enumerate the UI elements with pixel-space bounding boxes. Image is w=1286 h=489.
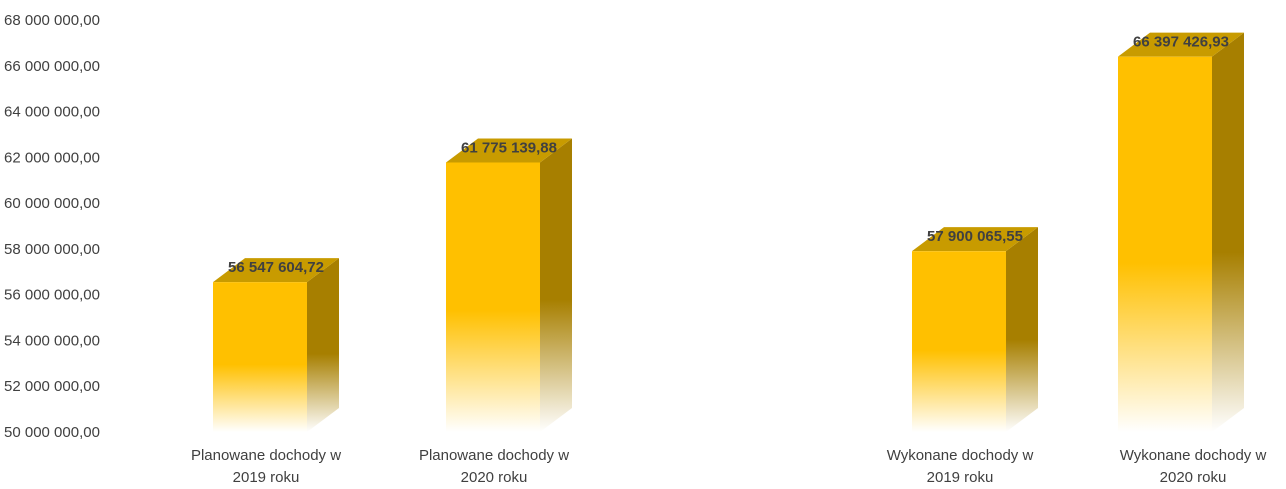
x-category-label: Planowane dochody w <box>419 447 569 464</box>
y-tick-label: 58 000 000,00 <box>4 241 100 258</box>
x-category-label: 2020 roku <box>461 469 528 486</box>
bar-top-face <box>1118 32 1244 57</box>
bar-side-face <box>1212 32 1244 432</box>
data-label: 56 547 604,72 <box>228 259 324 276</box>
bar-top-face <box>912 227 1038 252</box>
bar-front-face <box>446 162 540 432</box>
x-category-label: 2020 roku <box>1160 469 1227 486</box>
bar-top-face <box>213 258 339 283</box>
x-category-label: 2019 roku <box>927 469 994 486</box>
bar-side-face <box>307 258 339 432</box>
y-tick-label: 68 000 000,00 <box>4 12 100 29</box>
y-tick-label: 62 000 000,00 <box>4 149 100 166</box>
x-category-label: Wykonane dochody w <box>887 447 1034 464</box>
x-category-label: Planowane dochody w <box>191 447 341 464</box>
bar <box>446 138 572 432</box>
y-axis: 50 000 000,00 52 000 000,00 54 000 000,00 5… <box>4 12 100 441</box>
bar <box>1118 32 1244 432</box>
bar-front-face <box>912 251 1006 432</box>
y-tick-label: 60 000 000,00 <box>4 195 100 212</box>
x-axis: Planowane dochody w 2019 roku Planowane do… <box>191 447 1267 486</box>
bar-front-face <box>1118 56 1212 432</box>
data-label: 61 775 139,88 <box>461 139 557 156</box>
x-category-label: Wykonane dochody w <box>1120 447 1267 464</box>
y-tick-label: 64 000 000,00 <box>4 104 100 121</box>
data-label: 57 900 065,55 <box>927 228 1023 245</box>
y-tick-label: 50 000 000,00 <box>4 424 100 441</box>
bar-top-face <box>446 138 572 163</box>
x-category-label: 2019 roku <box>233 469 300 486</box>
y-tick-label: 54 000 000,00 <box>4 332 100 349</box>
y-tick-label: 56 000 000,00 <box>4 287 100 304</box>
bar-front-face <box>213 282 307 432</box>
y-tick-label: 66 000 000,00 <box>4 58 100 75</box>
bar-side-face <box>540 138 572 432</box>
bar <box>912 227 1038 432</box>
bar <box>213 258 339 432</box>
data-label: 66 397 426,93 <box>1133 34 1229 51</box>
bars-group <box>213 32 1244 432</box>
data-labels: 56 547 604,72 61 775 139,88 57 900 065,55 6… <box>228 34 1229 276</box>
bar-side-face <box>1006 227 1038 432</box>
y-tick-label: 52 000 000,00 <box>4 378 100 395</box>
